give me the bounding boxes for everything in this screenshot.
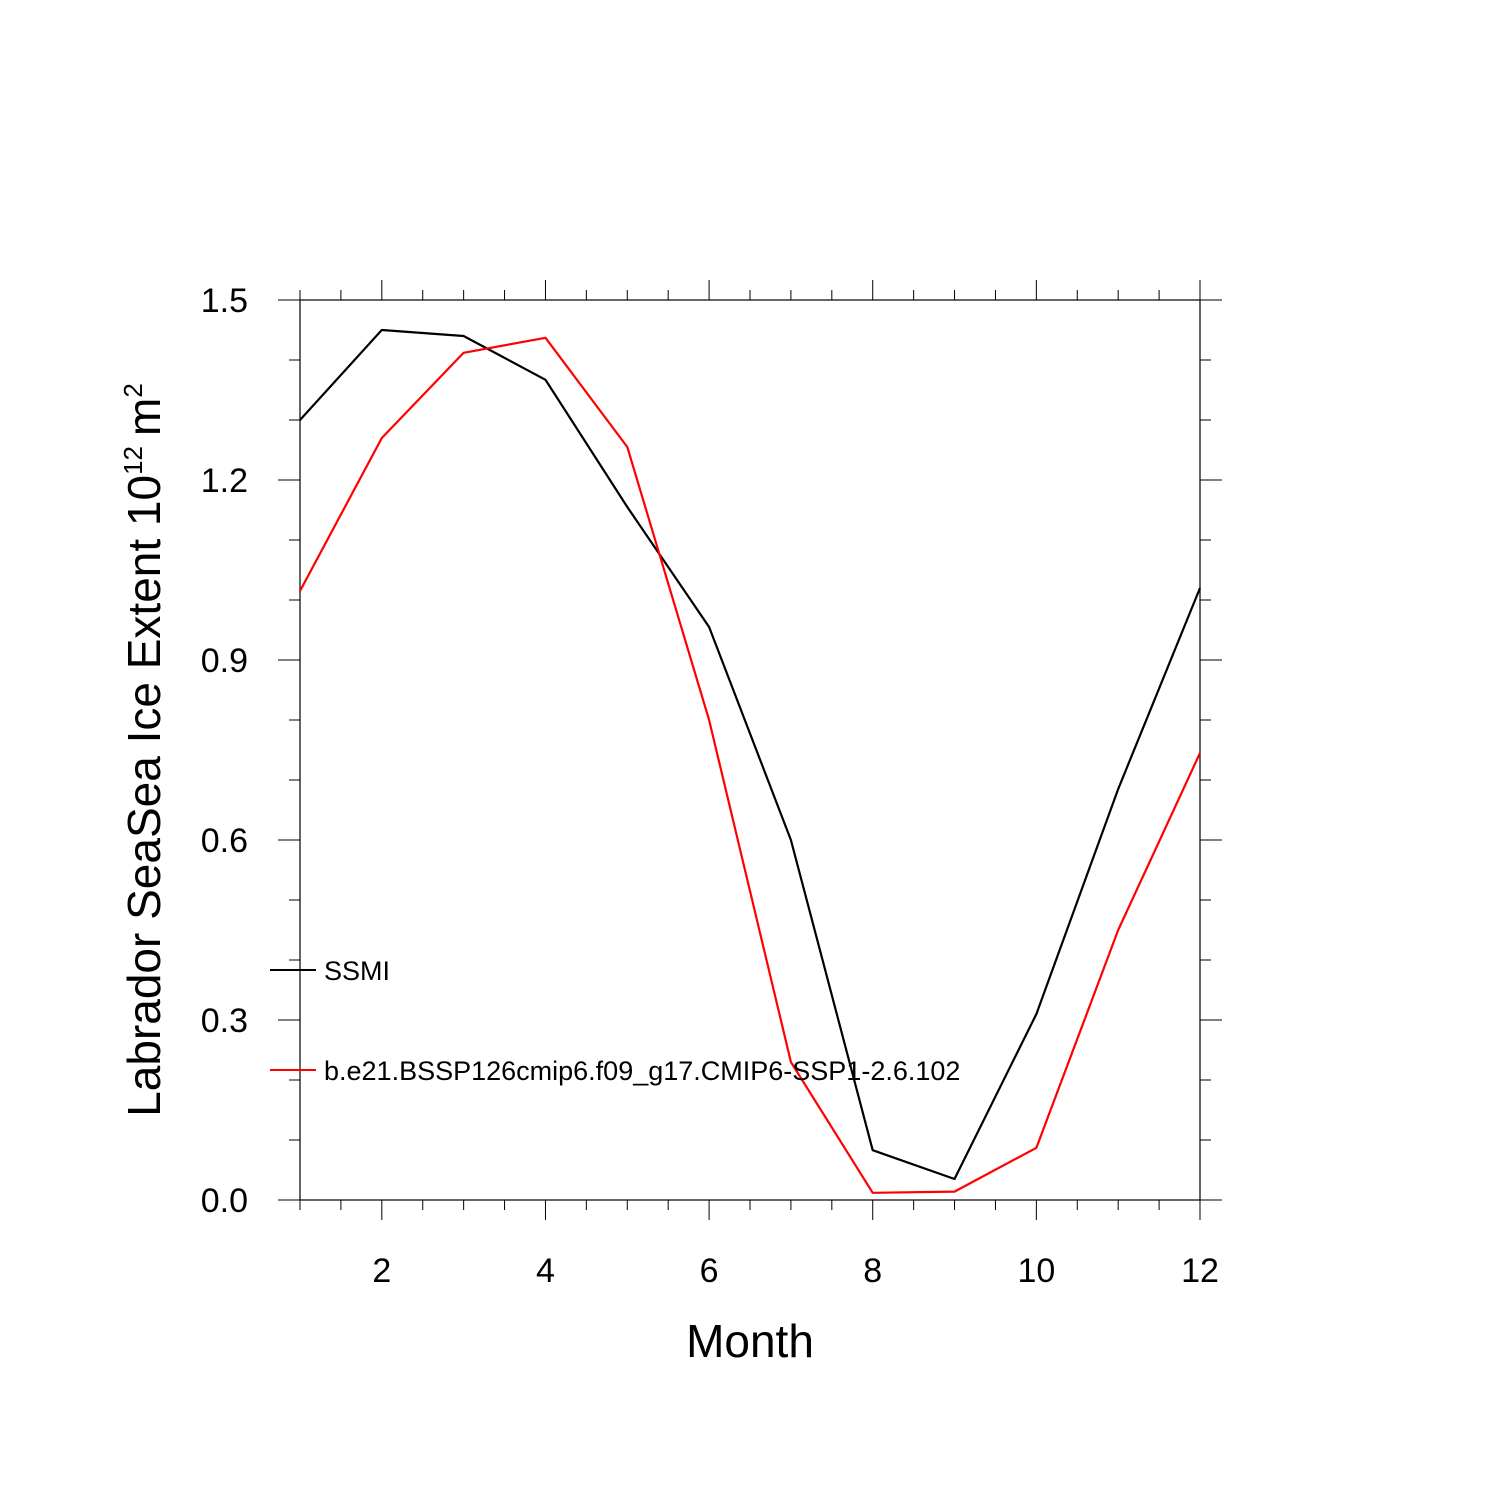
legend: SSMI b.e21.BSSP126cmip6.f09_g17.CMIP6-SSP… xyxy=(270,956,960,1086)
y-tick-label: 1.5 xyxy=(201,282,248,320)
series-lines xyxy=(299,328,1202,1194)
tick-labels: 2 4 6 8 10 12 0.0 0.3 0.6 0.9 1.2 1.5 xyxy=(201,282,1219,1290)
x-tick-label: 10 xyxy=(1017,1252,1055,1290)
y-axis-label: Labrador SeaSea Ice Extent 1012 m2 xyxy=(118,383,170,1117)
series-line-2 xyxy=(299,336,1201,1194)
y-axis-label-unit-exponent: 2 xyxy=(118,383,148,397)
legend-label: b.e21.BSSP126cmip6.f09_g17.CMIP6-SSP1-2.… xyxy=(324,1056,960,1086)
y-tick-label: 0.0 xyxy=(201,1182,248,1220)
y-tick-label: 1.2 xyxy=(201,462,248,500)
x-tick-label: 8 xyxy=(863,1252,882,1290)
y-tick-label: 0.3 xyxy=(201,1002,248,1040)
y-axis-label-unit: m xyxy=(118,398,170,436)
y-tick-label: 0.9 xyxy=(201,642,248,680)
y-axis-label-exponent: 12 xyxy=(118,446,148,475)
series-line-1 xyxy=(299,328,1202,1181)
x-tick-label: 12 xyxy=(1181,1252,1219,1290)
x-tick-label: 2 xyxy=(372,1252,391,1290)
x-tick-label: 6 xyxy=(700,1252,719,1290)
axis-ticks xyxy=(278,280,1222,1220)
x-tick-label: 4 xyxy=(536,1252,555,1290)
x-axis-label: Month xyxy=(686,1315,814,1367)
y-axis-label-main: Labrador SeaSea Ice Extent 10 xyxy=(118,475,170,1117)
legend-label: SSMI xyxy=(324,956,390,986)
y-tick-label: 0.6 xyxy=(201,822,248,860)
